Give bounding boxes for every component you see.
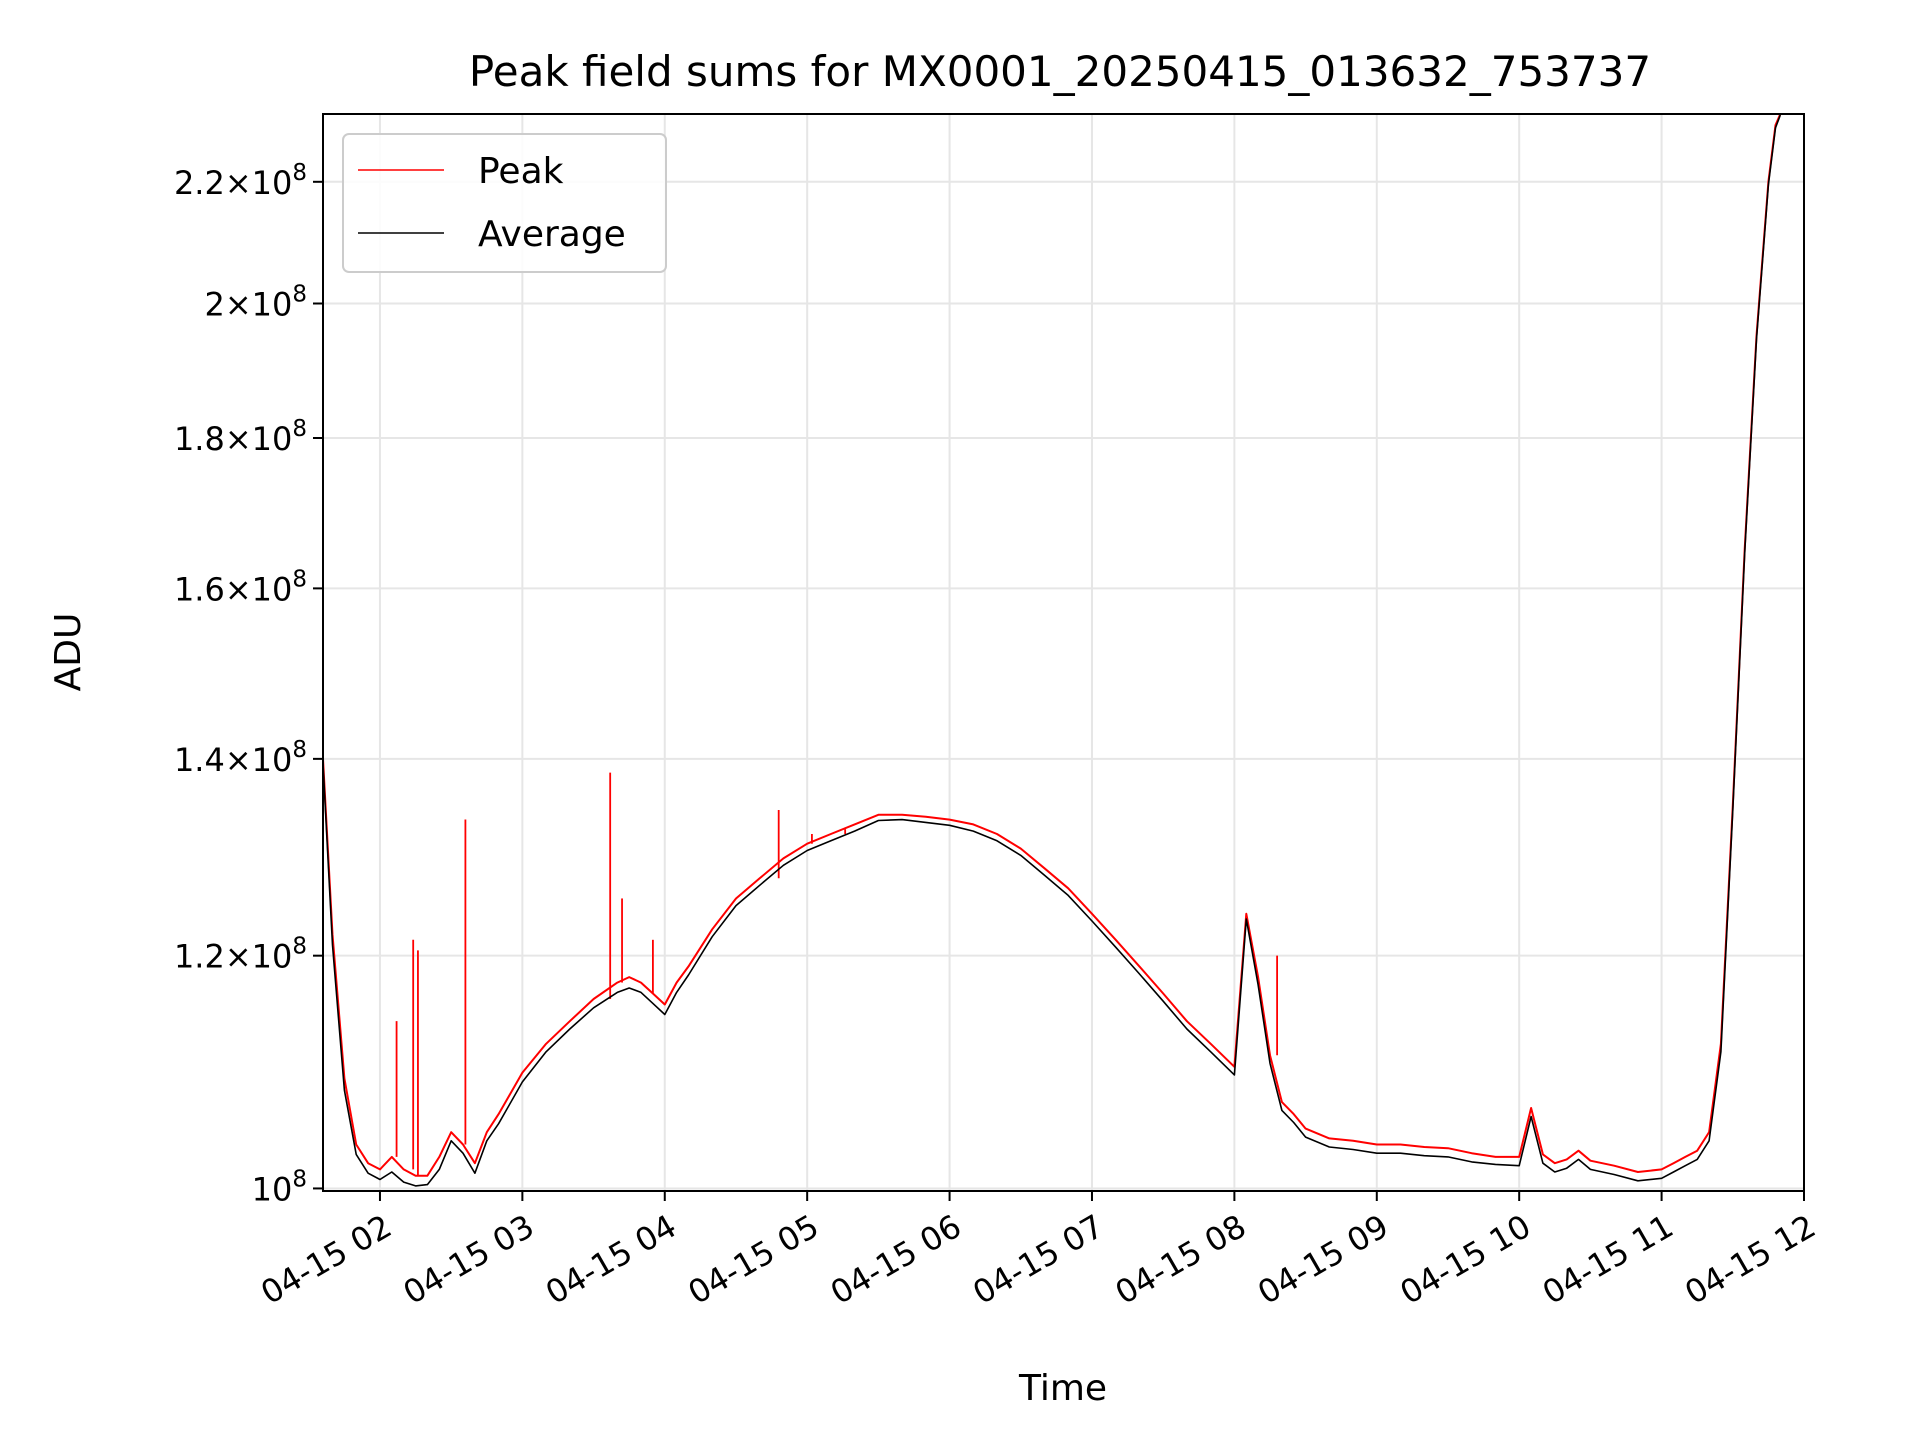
y-tick-label: 1.6×108 [174,566,307,608]
x-tick-label: 04-15 03 [397,1207,541,1312]
plot-frame [322,113,1805,1192]
y-tick-label: 1.4×108 [174,737,307,779]
x-tick-label: 04-15 04 [539,1207,683,1312]
series-line-peak [322,113,1782,1177]
y-axis: 108 1.2×108 1.4×108 1.6×108 1.8×108 2×108 2.2×… [174,160,323,1208]
series-layer [322,113,1782,1187]
series-line-average [322,114,1782,1187]
x-tick-label: 04-15 05 [682,1207,826,1312]
x-tick-label: 04-15 09 [1251,1207,1395,1312]
legend-box [342,133,667,273]
x-tick-label: 04-15 08 [1109,1207,1253,1312]
legend-label-peak: Peak [478,151,564,192]
y-tick-label: 1.8×108 [174,416,307,458]
y-tick-label: 1.2×108 [174,934,307,976]
x-tick-label: 04-15 07 [966,1207,1110,1312]
x-tick-label: 04-15 11 [1536,1207,1680,1312]
x-tick-label: 04-15 12 [1678,1207,1822,1312]
y-tick-label: 2.2×108 [174,160,307,202]
legend-label-average: Average [478,214,626,255]
legend: Peak Average [342,133,667,273]
y-tick-label: 2×108 [204,281,307,323]
x-tick-label: 04-15 02 [254,1207,398,1312]
x-tick-label: 04-15 06 [824,1207,968,1312]
grid [323,114,1805,1191]
y-tick-label: 108 [252,1166,307,1208]
y-axis-label: ADU [48,613,89,692]
x-tick-label: 04-15 10 [1394,1207,1538,1312]
x-axis-label: Time [1018,1368,1107,1409]
chart-title: Peak field sums for MX0001_20250415_0136… [469,47,1651,96]
